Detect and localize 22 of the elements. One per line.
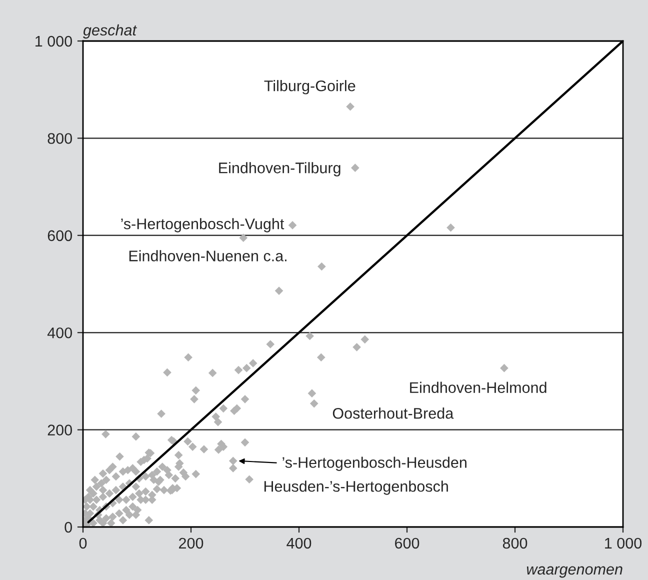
x-tick-label: 600 [395,538,420,549]
annotation: Oosterhout-Breda [332,408,454,419]
annotation: Tilburg-Goirle [264,80,356,94]
y-axis-title: geschat [83,24,138,39]
annotation: ’s-Hertogenbosch-Vught [121,218,284,232]
y-tick-label: 200 [48,424,72,436]
annotation: ’s-Hertogenbosch-Heusden [282,456,466,471]
x-axis-title: waargenomen [526,566,622,578]
x-tick-label: 1 000 [605,538,642,549]
x-tick-label: 200 [179,538,204,549]
annotation: Eindhoven-Nuenen c.a. [129,250,286,262]
y-tick-label: 600 [48,230,72,242]
x-tick-label: 0 [79,538,87,549]
y-tick-label: 1 000 [36,36,72,47]
y-tick-label: 800 [48,133,72,144]
y-tick-label: 0 [64,522,72,533]
annotation: Eindhoven-Tilburg [219,162,340,176]
annotation: Eindhoven-Helmond [410,382,546,394]
annotation: Heusden-’s-Hertogenbosch [264,480,448,495]
y-tick-label: 400 [47,327,72,338]
x-tick-label: 800 [502,538,528,549]
x-tick-label: 400 [286,538,312,549]
